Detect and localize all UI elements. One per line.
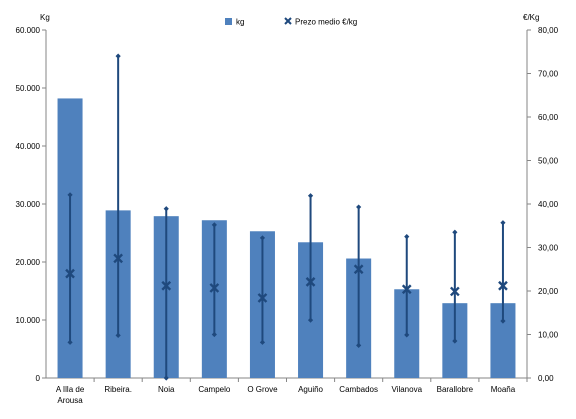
legend-swatch-kg (225, 18, 232, 25)
price-min-marker (211, 331, 217, 338)
y-tick-label-left: 30.000 (16, 200, 41, 209)
price-max-marker (356, 204, 362, 210)
price-min-marker (500, 318, 506, 324)
price-max-marker (404, 234, 410, 240)
price-min-marker (259, 339, 266, 345)
price-avg-stroke (305, 277, 316, 287)
legend-label-price: Prezo medio €/kg (295, 18, 357, 27)
x-tick-label: Barallobre (437, 385, 474, 394)
x-tick-label: Noia (158, 385, 175, 394)
price-avg-marker (65, 268, 75, 279)
price-max-marker (67, 192, 73, 198)
x-tick-label: Ribeira. (104, 385, 132, 394)
y-tick-label-right: 0,00 (538, 374, 554, 383)
price-min-marker (67, 339, 73, 345)
price-max-marker (115, 53, 121, 59)
axes-group: 0 10.000 20.000 30.000 40.000 50.000 60.000 0,0… (16, 26, 559, 383)
price-max-marker (452, 229, 458, 235)
y-tick-label-right: 40,00 (538, 200, 559, 209)
y-tick-label-left: 60.000 (16, 26, 41, 35)
y-tick-label-right: 10,00 (538, 331, 559, 340)
y-tick-label-right: 60,00 (538, 113, 559, 122)
price-avg-marker (257, 293, 268, 303)
price-avg-marker (401, 284, 412, 295)
price-max-marker (259, 235, 266, 241)
price-avg-stroke (257, 293, 268, 303)
price-max-marker (211, 222, 217, 228)
x-tick-label: A Illa de (56, 385, 85, 394)
y-tick-label-right: 70,00 (538, 70, 559, 79)
y-tick-label-left: 0 (36, 374, 41, 383)
x-tick-label: Moaña (491, 385, 516, 394)
y-tick-label-left: 50.000 (16, 84, 41, 93)
price-min-marker (115, 332, 121, 338)
price-avg-marker (161, 280, 172, 291)
x-tick-label: Cambados (339, 385, 378, 394)
y-tick-label-right: 80,00 (538, 26, 559, 35)
y-axis-right-title: €/Kg (523, 13, 539, 22)
price-avg-stroke (401, 284, 412, 295)
bars-group (57, 98, 516, 378)
price-max-marker (500, 220, 506, 226)
price-max-marker (307, 193, 314, 199)
price-min-marker (404, 332, 410, 338)
price-avg-marker (209, 283, 220, 293)
price-avg-stroke (161, 280, 172, 291)
price-avg-stroke (498, 280, 508, 291)
y-tick-label-right: 20,00 (538, 287, 559, 296)
x-tick-label: Vilanova (391, 385, 422, 394)
legend: kg Prezo medio €/kg (225, 17, 357, 27)
price-min-marker (163, 375, 169, 381)
price-avg-stroke (450, 286, 460, 297)
y-tick-label-left: 40.000 (16, 142, 41, 151)
price-group (65, 53, 508, 381)
price-avg-marker (113, 253, 123, 264)
labels-group: A Illa de Arousa Ribeira. Noia Campelo O Grov… (56, 385, 516, 405)
price-min-marker (452, 338, 458, 344)
price-avg-marker (305, 277, 316, 287)
y-tick-label-right: 50,00 (538, 157, 559, 166)
legend-label-kg: kg (236, 18, 244, 27)
price-avg-stroke (353, 264, 364, 275)
legend-marker-price (284, 17, 292, 25)
price-avg-stroke (209, 283, 220, 293)
y-axis-left-title: Kg (40, 13, 50, 22)
price-avg-stroke (113, 253, 123, 264)
x-tick-label: Arousa (57, 396, 83, 405)
y-tick-label-left: 20.000 (16, 258, 41, 267)
y-tick-label-right: 30,00 (538, 244, 559, 253)
price-avg-marker (450, 286, 460, 297)
price-min-marker (307, 317, 314, 323)
price-min-marker (356, 342, 362, 348)
x-tick-label: Aguiño (298, 385, 323, 394)
y-tick-label-left: 10.000 (16, 316, 41, 325)
x-tick-label: Campelo (198, 385, 231, 394)
price-avg-marker (498, 280, 508, 291)
price-max-marker (163, 206, 169, 212)
price-avg-stroke (65, 268, 75, 279)
x-tick-label: O Grove (247, 385, 278, 394)
price-avg-marker (353, 264, 364, 275)
